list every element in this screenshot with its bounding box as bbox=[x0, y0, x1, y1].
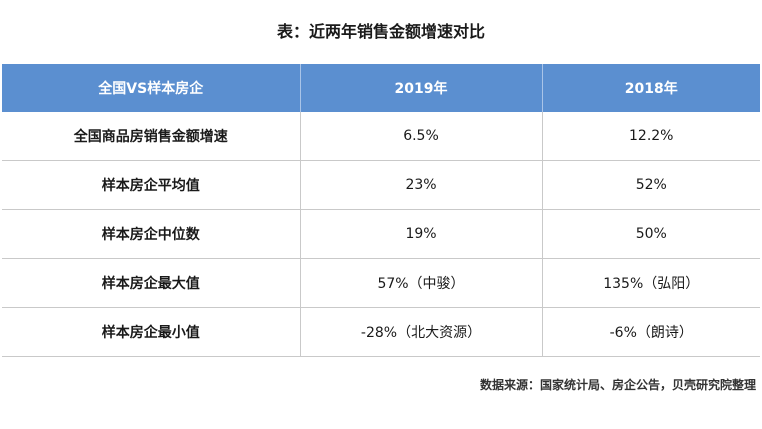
row-label: 全国商品房销售金额增速 bbox=[2, 112, 301, 161]
table-row: 样本房企最大值 57%（中骏） 135%（弘阳） bbox=[2, 258, 760, 308]
table-row: 样本房企中位数 19% 50% bbox=[2, 209, 760, 259]
table-row: 样本房企平均值 23% 52% bbox=[2, 160, 760, 210]
cell-2019: 57%（中骏） bbox=[300, 258, 543, 308]
row-label: 样本房企最小值 bbox=[2, 307, 301, 357]
table-row: 全国商品房销售金额增速 6.5% 12.2% bbox=[2, 112, 760, 161]
column-header-category: 全国VS样本房企 bbox=[2, 64, 301, 112]
column-header-2018: 2018年 bbox=[542, 64, 760, 112]
cell-2019: 6.5% bbox=[300, 112, 543, 161]
table-title: 表：近两年销售金额增速对比 bbox=[276, 22, 485, 41]
cell-2018: 50% bbox=[542, 209, 760, 259]
cell-2018: 12.2% bbox=[542, 112, 760, 161]
row-label: 样本房企平均值 bbox=[2, 160, 301, 210]
cell-2018: 135%（弘阳） bbox=[542, 258, 760, 308]
table-header-row: 全国VS样本房企 2019年 2018年 bbox=[2, 64, 760, 112]
cell-2018: 52% bbox=[542, 160, 760, 210]
source-note: 数据来源：国家统计局、房企公告，贝壳研究院整理 bbox=[479, 378, 756, 392]
column-header-2019: 2019年 bbox=[300, 64, 543, 112]
cell-2019: 19% bbox=[300, 209, 543, 259]
cell-2019: -28%（北大资源） bbox=[300, 307, 543, 357]
comparison-table: 全国VS样本房企 2019年 2018年 全国商品房销售金额增速 6.5% 12… bbox=[2, 64, 760, 357]
row-label: 样本房企中位数 bbox=[2, 209, 301, 259]
table-row: 样本房企最小值 -28%（北大资源） -6%（朗诗） bbox=[2, 307, 760, 357]
cell-2018: -6%（朗诗） bbox=[542, 307, 760, 357]
row-label: 样本房企最大值 bbox=[2, 258, 301, 308]
cell-2019: 23% bbox=[300, 160, 543, 210]
